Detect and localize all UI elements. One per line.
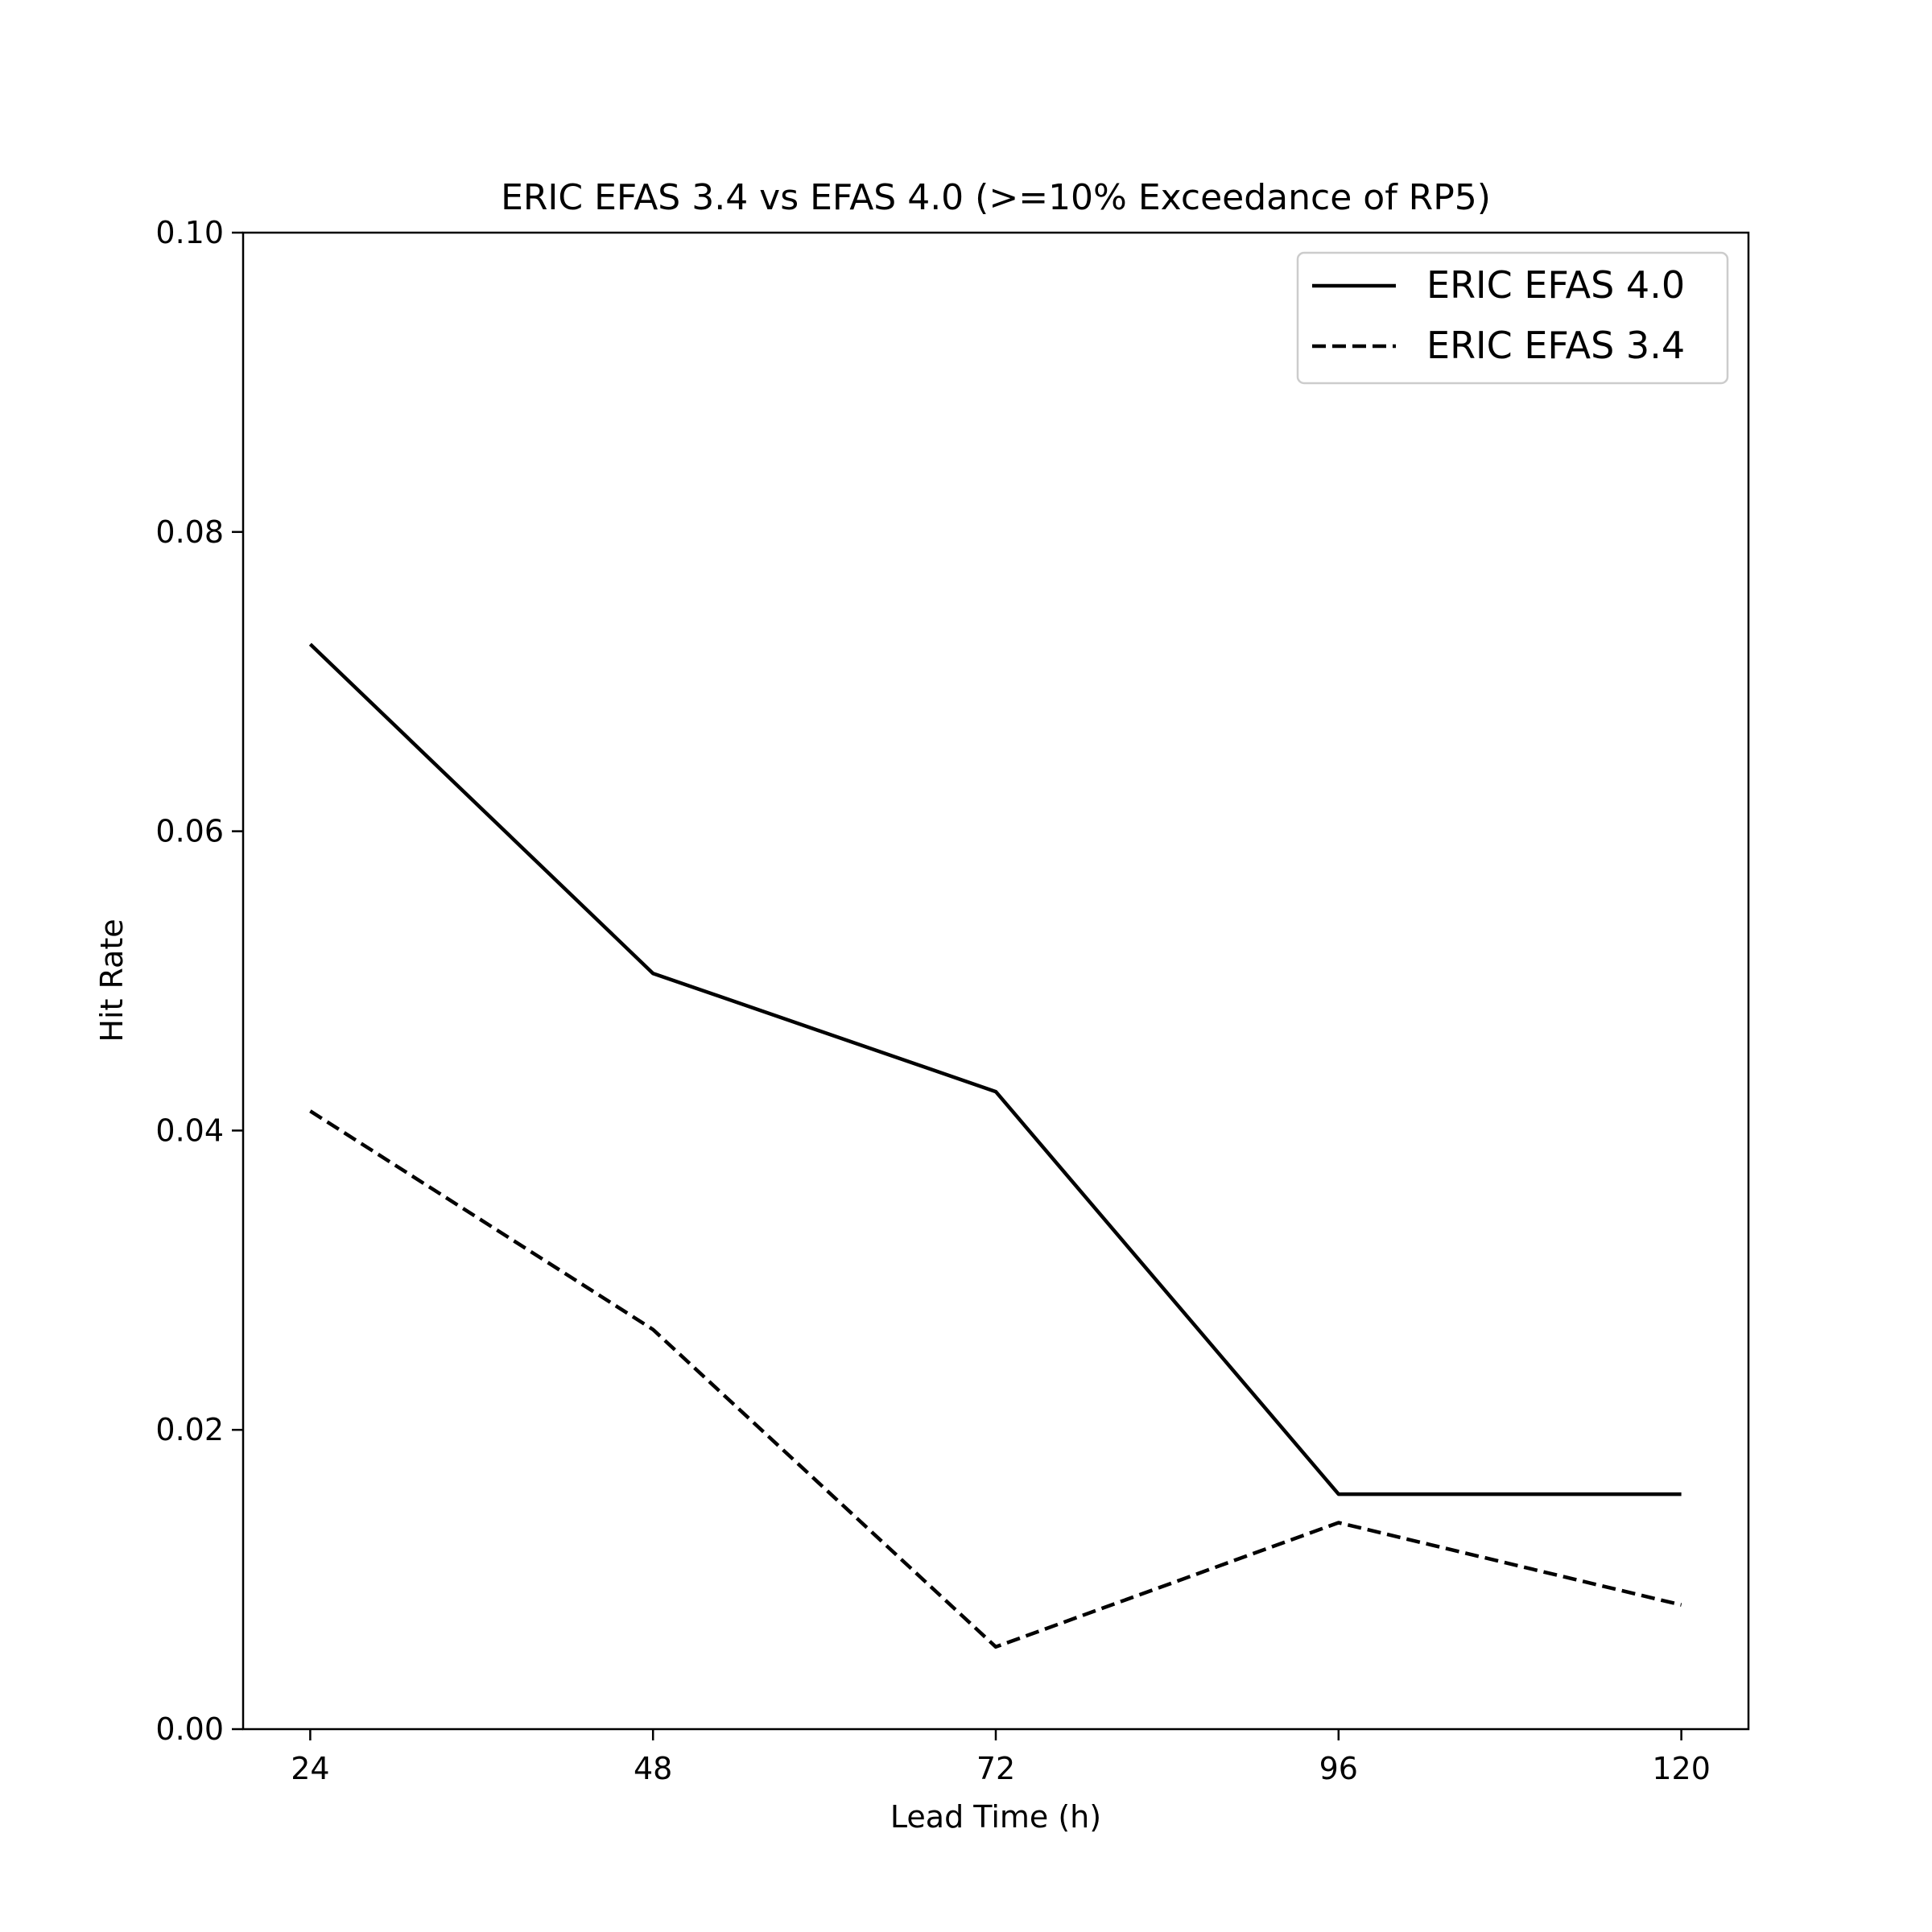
y-tick-label: 0.10	[155, 215, 224, 250]
chart-title: ERIC EFAS 3.4 vs EFAS 4.0 (>=10% Exceeda…	[501, 177, 1491, 218]
x-tick-label: 96	[1319, 1751, 1358, 1786]
y-tick-label: 0.08	[155, 514, 224, 550]
series-lines	[308, 642, 1682, 1649]
series-line-1	[308, 642, 1682, 1496]
y-tick-label: 0.06	[155, 814, 224, 849]
x-axis-label: Lead Time (h)	[890, 1799, 1101, 1835]
x-tick-label: 72	[976, 1751, 1015, 1786]
x-tick-label: 24	[291, 1751, 329, 1786]
y-tick-label: 0.00	[155, 1711, 224, 1747]
x-tick-label: 120	[1652, 1751, 1711, 1786]
legend-label-series-1: ERIC EFAS 4.0	[1426, 263, 1685, 307]
legend: ERIC EFAS 4.0 ERIC EFAS 3.4	[1296, 251, 1729, 385]
x-tick-label: 48	[634, 1751, 672, 1786]
y-tick-label: 0.04	[155, 1113, 224, 1148]
series-line-2	[309, 1109, 1682, 1649]
y-axis-ticks: 0.00 0.02 0.04 0.06 0.08 0.10	[155, 215, 243, 1747]
x-axis-ticks: 24 48 72 96 120	[291, 1729, 1711, 1786]
y-tick-label: 0.02	[155, 1412, 224, 1447]
legend-label-series-2: ERIC EFAS 3.4	[1426, 324, 1685, 367]
legend-box	[1296, 251, 1729, 385]
y-axis-label: Hit Rate	[94, 919, 130, 1042]
plot-area-frame	[242, 231, 1750, 1731]
